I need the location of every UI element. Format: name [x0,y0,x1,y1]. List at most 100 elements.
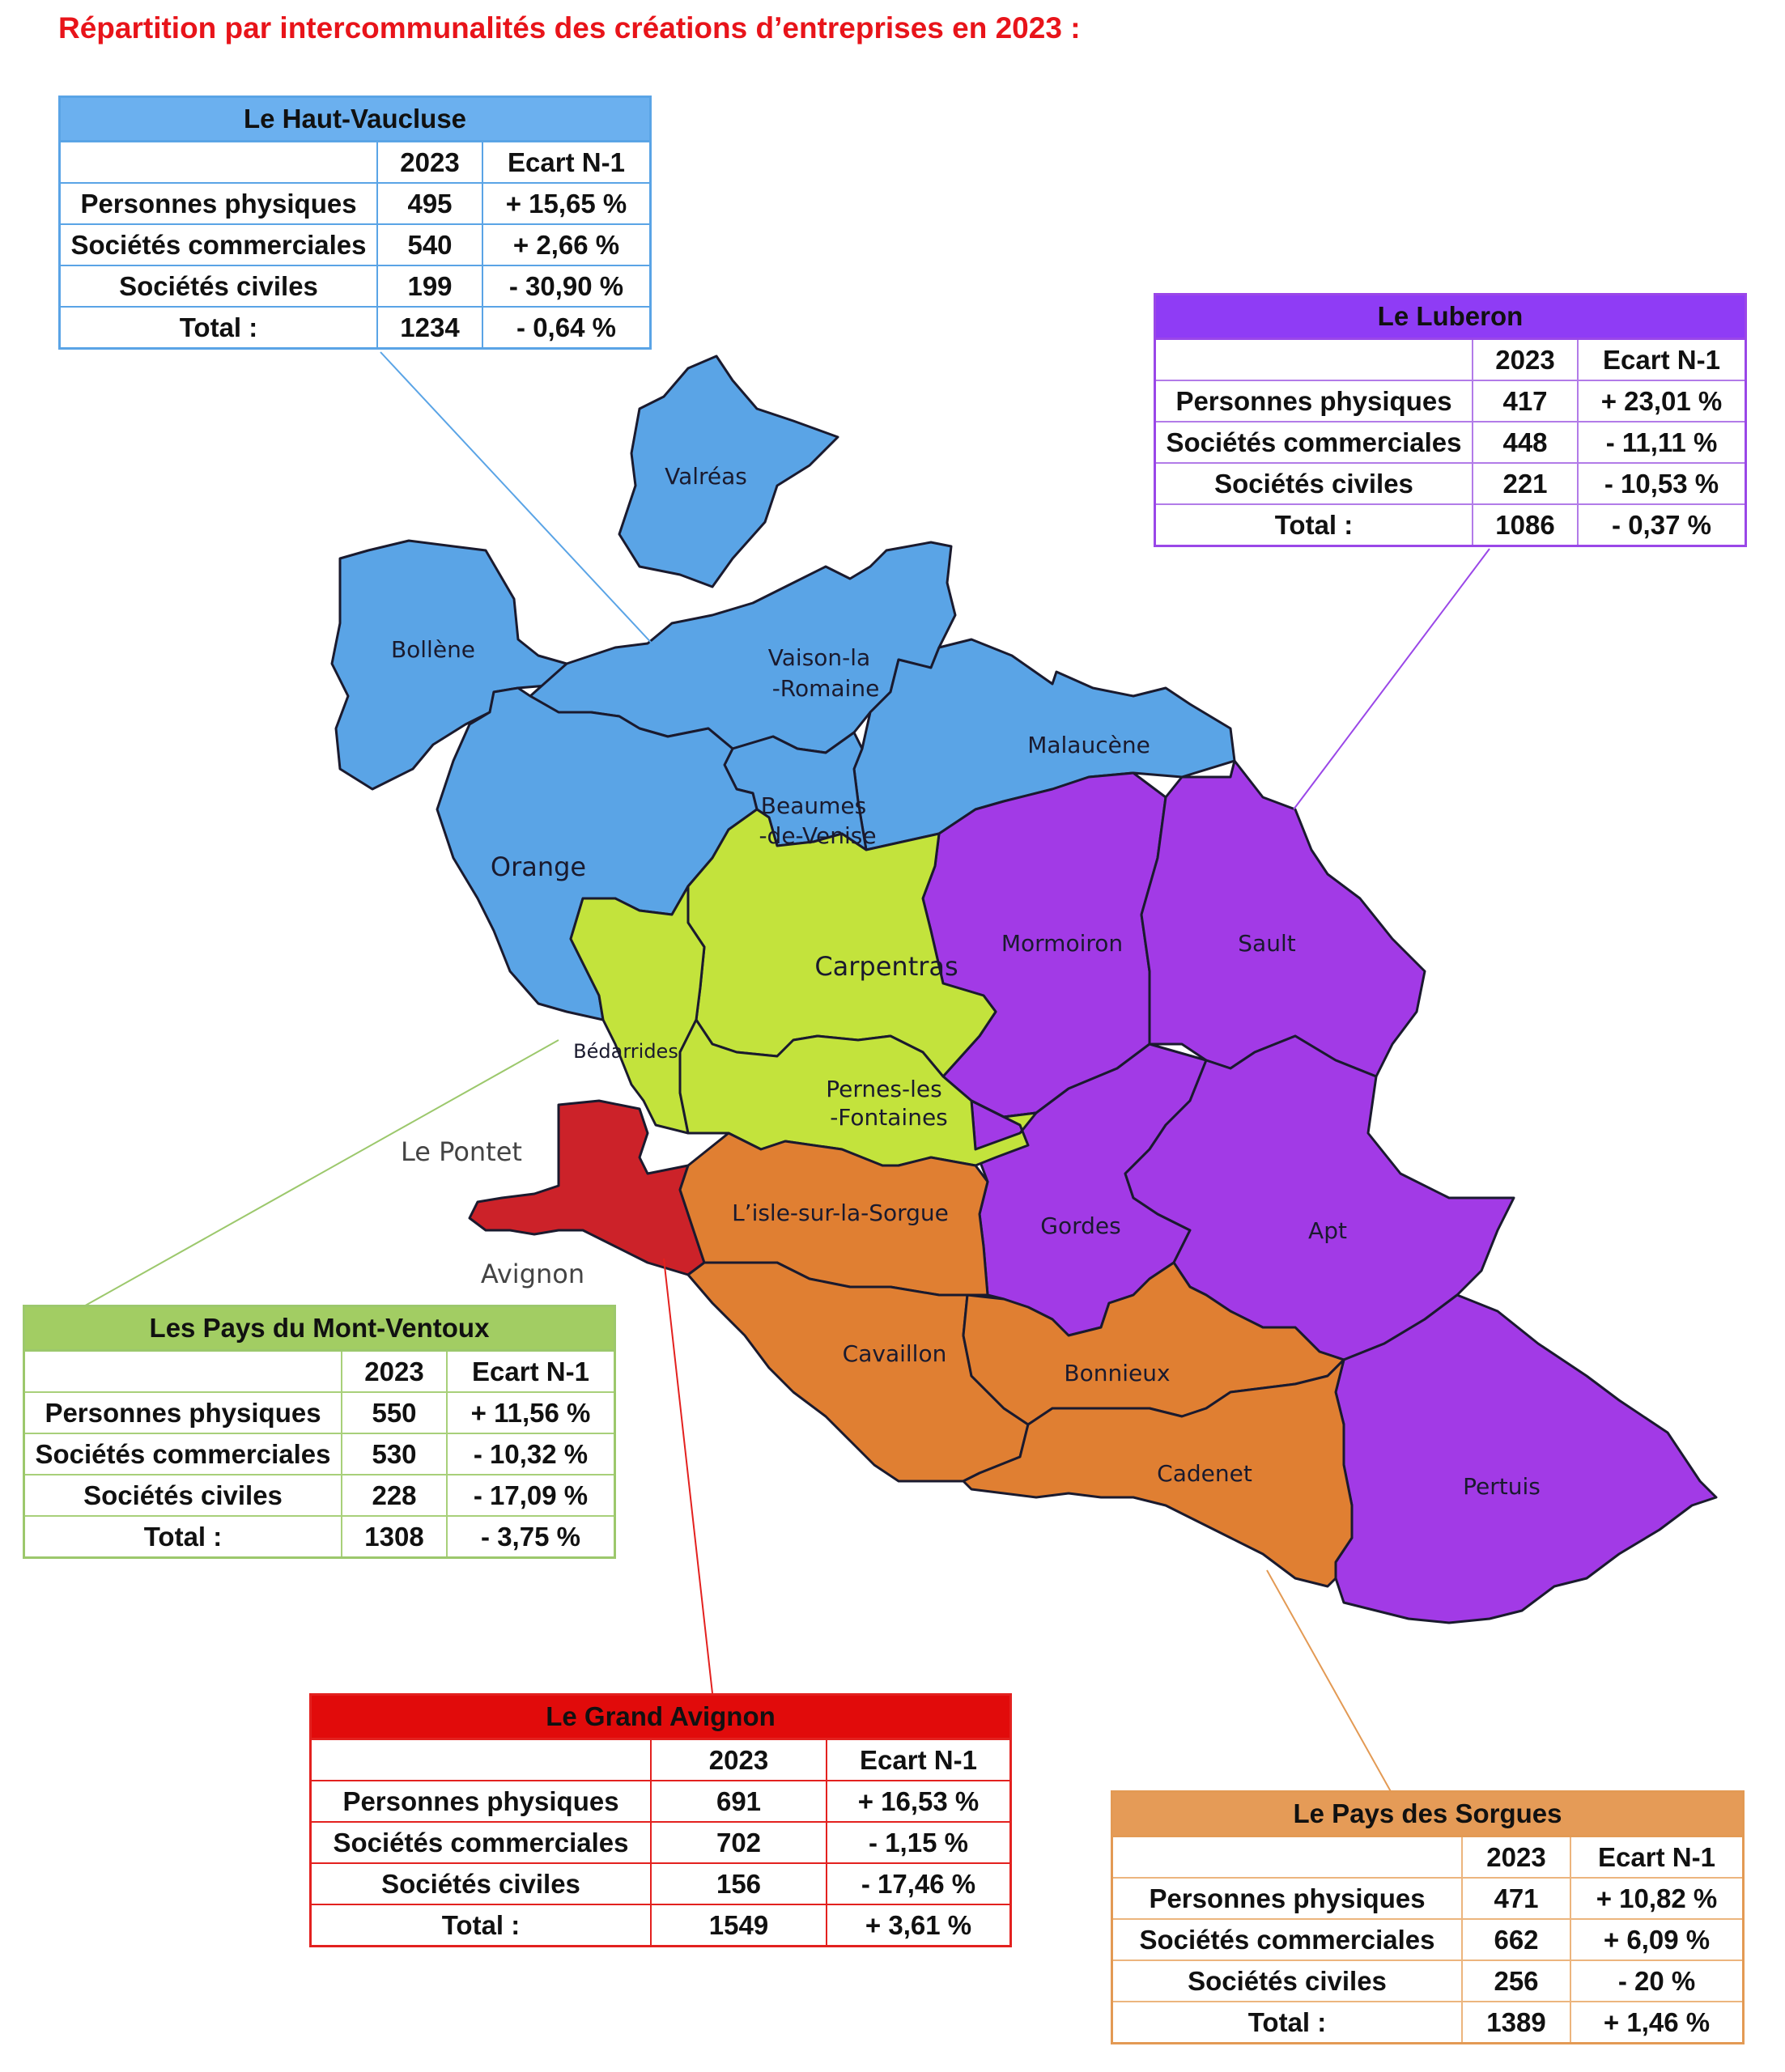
cell-value: 1389 [1461,2001,1571,2044]
cell-value: 221 [1472,462,1579,505]
cell-ecart: - 20 % [1570,1959,1745,2002]
cell-value: 1086 [1472,503,1579,547]
region-grand-avignon [468,1099,706,1276]
cell-value: 228 [341,1474,448,1517]
cell-ecart: - 1,15 % [826,1821,1012,1864]
page-title: Répartition par intercommunalités des cr… [58,11,1081,45]
table-haut-vaucluse: Le Haut-Vaucluse 2023 Ecart N-1 Personnes… [58,96,652,350]
cell-ecart: - 0,37 % [1577,503,1747,547]
commune-pertuis [1334,1293,1718,1624]
cell-value: 495 [376,182,483,225]
header-year: 2023 [650,1738,827,1781]
cell-ecart: - 30,90 % [482,265,652,308]
table-title: Le Pays des Sorgues [1111,1790,1745,1837]
header-ecart: Ecart N-1 [826,1738,1012,1781]
row-label: Sociétés civiles [309,1862,652,1905]
row-label: Personnes physiques [23,1391,342,1434]
map-label-pernes-2: -Fontaines [830,1104,948,1131]
row-label: Sociétés civiles [1111,1959,1463,2002]
map-label-bedarrides: Bédarrides [573,1040,678,1063]
table-luberon: Le Luberon 2023 Ecart N-1 Personnes physi… [1154,293,1747,547]
row-label: Personnes physiques [1111,1877,1463,1920]
header-blank-cell [309,1738,652,1781]
cell-ecart: + 1,46 % [1570,2001,1745,2044]
cell-ecart: + 6,09 % [1570,1918,1745,1961]
leader-line-mont-ventoux [80,1039,559,1309]
map-label-apt: Apt [1308,1217,1347,1244]
cell-value: 530 [341,1433,448,1475]
table-title: Le Luberon [1154,293,1747,340]
row-label: Personnes physiques [58,182,378,225]
cell-value: 1308 [341,1515,448,1559]
row-label: Total : [58,306,378,350]
table-mont-ventoux: Les Pays du Mont-Ventoux 2023 Ecart N-1 P… [23,1305,616,1559]
header-year: 2023 [1472,338,1579,381]
header-blank-cell [23,1349,342,1393]
map-label-valreas: Valréas [665,463,747,490]
commune-sault [1140,759,1426,1078]
map-label-vaison-1: Vaison-la [768,644,870,671]
map-label-bollene: Bollène [391,636,475,663]
commune-bedarrides [569,885,706,1135]
row-label: Sociétés commerciales [309,1821,652,1864]
cell-value: 550 [341,1391,448,1434]
header-ecart: Ecart N-1 [482,140,652,184]
row-label: Total : [309,1904,652,1947]
cell-value: 662 [1461,1918,1571,1961]
leader-line-grand-avignon [663,1258,713,1694]
cell-value: 471 [1461,1877,1571,1920]
row-label: Sociétés commerciales [23,1433,342,1475]
row-label: Sociétés commerciales [58,223,378,266]
cell-ecart: + 10,82 % [1570,1877,1745,1920]
header-ecart: Ecart N-1 [1570,1835,1745,1879]
header-year: 2023 [376,140,483,184]
header-year: 2023 [341,1349,448,1393]
cell-value: 691 [650,1780,827,1823]
cell-ecart: - 17,46 % [826,1862,1012,1905]
cell-ecart: + 3,61 % [826,1904,1012,1947]
map-label-vaison-2: -Romaine [772,675,880,702]
map-label-beaumes-2: -de-Venise [759,822,876,849]
header-blank-cell [58,140,378,184]
cell-ecart: - 10,32 % [446,1433,616,1475]
table-title: Les Pays du Mont-Ventoux [23,1305,616,1352]
row-label: Total : [1154,503,1473,547]
cell-value: 448 [1472,421,1579,464]
map-label-pernes-1: Pernes-les [826,1076,941,1102]
cell-value: 256 [1461,1959,1571,2002]
cell-ecart: - 3,75 % [446,1515,616,1559]
leader-line-luberon [1293,548,1490,810]
row-label: Sociétés civiles [23,1474,342,1517]
map-label-bonnieux: Bonnieux [1064,1360,1170,1386]
map-label-pertuis: Pertuis [1463,1473,1541,1500]
cell-ecart: + 16,53 % [826,1780,1012,1823]
cell-value: 156 [650,1862,827,1905]
header-ecart: Ecart N-1 [446,1349,616,1393]
map-label-malaucene: Malaucène [1027,732,1150,758]
table-title: Le Haut-Vaucluse [58,96,652,142]
map-label-le-pontet: Le Pontet [401,1136,522,1167]
row-label: Sociétés commerciales [1154,421,1473,464]
map-label-cavaillon: Cavaillon [843,1340,947,1367]
row-label: Sociétés commerciales [1111,1918,1463,1961]
map-label-carpentras: Carpentras [814,951,958,982]
commune-avignon [468,1099,706,1276]
cell-ecart: - 0,64 % [482,306,652,350]
cell-value: 702 [650,1821,827,1864]
leader-line-pays-sorgues [1266,1569,1393,1795]
map-label-orange: Orange [491,851,586,882]
table-title: Le Grand Avignon [309,1693,1012,1740]
cell-ecart: + 11,56 % [446,1391,616,1434]
cell-value: 199 [376,265,483,308]
row-label: Personnes physiques [1154,380,1473,422]
leader-line-haut-vaucluse [380,351,657,648]
cell-ecart: - 10,53 % [1577,462,1747,505]
map-label-cadenet: Cadenet [1157,1460,1252,1487]
cell-value: 1549 [650,1904,827,1947]
cell-ecart: + 23,01 % [1577,380,1747,422]
header-ecart: Ecart N-1 [1577,338,1747,381]
cell-value: 540 [376,223,483,266]
map-label-avignon: Avignon [481,1259,584,1289]
cell-ecart: + 2,66 % [482,223,652,266]
